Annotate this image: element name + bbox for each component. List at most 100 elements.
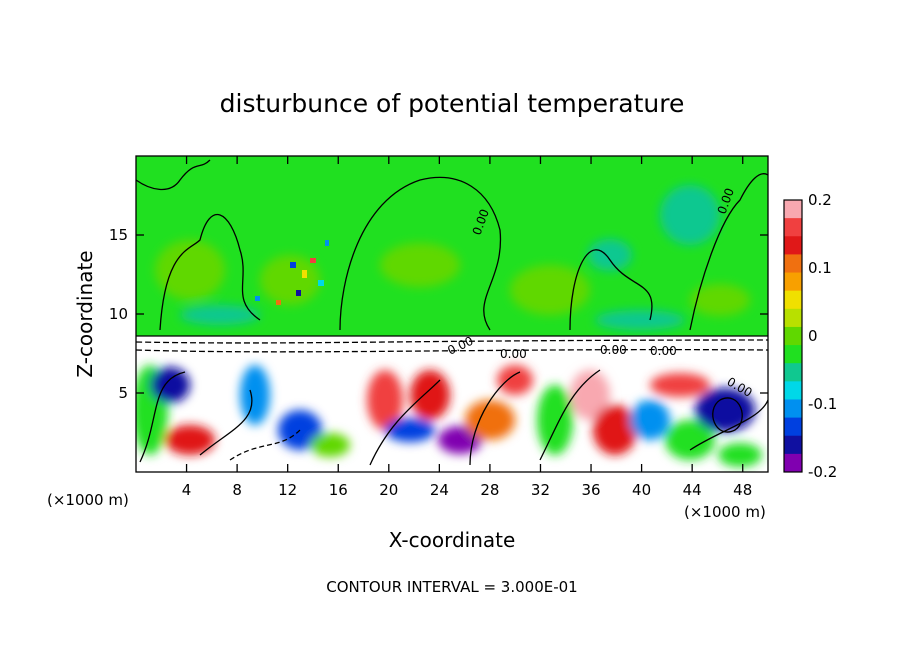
blob bbox=[665, 420, 715, 460]
colorbar-tick-label: -0.1 bbox=[808, 395, 837, 413]
upper-variations bbox=[155, 185, 750, 330]
contour bbox=[339, 176, 502, 331]
contour-label: 0.00 bbox=[650, 344, 677, 358]
x-tick-label: 32 bbox=[531, 481, 550, 499]
contour bbox=[229, 429, 301, 461]
blob bbox=[278, 410, 322, 450]
y-tick-label: 10 bbox=[109, 305, 128, 323]
upper-field bbox=[136, 156, 768, 336]
x-tick-label: 44 bbox=[683, 481, 702, 499]
cool-patch bbox=[595, 310, 685, 330]
warm-patch bbox=[690, 284, 750, 316]
warm-patch bbox=[380, 243, 460, 287]
contour-label: 0.00 bbox=[500, 347, 527, 361]
y-axis: 5 10 15 bbox=[109, 226, 768, 402]
y-tick-label: 15 bbox=[109, 226, 128, 244]
blob bbox=[593, 405, 637, 455]
colorbar-tick-label: -0.2 bbox=[808, 463, 837, 481]
blob bbox=[630, 400, 670, 440]
x-tick-label: 48 bbox=[733, 481, 752, 499]
colorbar-tick-label: 0 bbox=[808, 327, 818, 345]
contour bbox=[199, 389, 253, 456]
contour bbox=[569, 249, 653, 331]
x-tick-label: 24 bbox=[430, 481, 449, 499]
contour bbox=[139, 371, 186, 463]
cool-patch bbox=[180, 305, 260, 325]
blob bbox=[465, 400, 515, 440]
cool-patch bbox=[588, 239, 632, 271]
colorbar-swatch bbox=[784, 290, 802, 310]
x-unit-left: (×1000 m) bbox=[47, 491, 129, 509]
colorbar-tick-label: 0.1 bbox=[808, 259, 832, 277]
colorbar-swatch bbox=[784, 308, 802, 328]
colorbar-swatch bbox=[784, 326, 802, 346]
x-tick-label: 28 bbox=[480, 481, 499, 499]
colorbar-swatch bbox=[784, 272, 802, 292]
blob bbox=[385, 418, 435, 442]
contour bbox=[539, 369, 601, 461]
plot-area bbox=[136, 156, 768, 472]
speckle-region bbox=[255, 240, 329, 305]
blob bbox=[367, 370, 403, 430]
contour bbox=[369, 379, 441, 466]
chart-title: disturbunce of potential temperature bbox=[220, 89, 685, 118]
colorbar-swatch bbox=[784, 345, 802, 364]
x-axis: 4 8 12 16 20 24 28 32 36 40 44 48 bbox=[182, 156, 752, 499]
speckle bbox=[325, 240, 329, 246]
colorbar-frame bbox=[783, 199, 803, 473]
y-tick-label: 5 bbox=[118, 384, 128, 402]
contour bbox=[712, 397, 743, 433]
x-tick-label: 40 bbox=[632, 481, 651, 499]
colorbar-swatch bbox=[784, 218, 802, 237]
speckle bbox=[255, 296, 260, 301]
contour bbox=[159, 213, 261, 331]
blob bbox=[165, 425, 215, 455]
warm-patch bbox=[510, 265, 590, 315]
contour bbox=[136, 348, 768, 353]
blob bbox=[695, 388, 755, 432]
contour-lines bbox=[136, 159, 768, 466]
x-tick-label: 4 bbox=[182, 481, 192, 499]
x-tick-label: 16 bbox=[329, 481, 348, 499]
contour bbox=[469, 371, 521, 466]
colorbar-swatch bbox=[784, 417, 802, 437]
colorbar-swatch bbox=[784, 399, 802, 419]
speckle bbox=[302, 270, 307, 278]
x-tick-label: 20 bbox=[379, 481, 398, 499]
cool-patch bbox=[660, 185, 720, 245]
speckle bbox=[296, 290, 301, 296]
blob bbox=[240, 365, 270, 425]
blob bbox=[718, 443, 762, 467]
blob bbox=[497, 365, 533, 395]
blob bbox=[570, 370, 610, 420]
x-tick-label: 8 bbox=[232, 481, 242, 499]
colorbar-tick-label: 0.2 bbox=[808, 191, 832, 209]
x-axis-label: X-coordinate bbox=[389, 528, 516, 552]
speckle bbox=[276, 300, 281, 305]
y-axis-label: Z-coordinate bbox=[73, 250, 97, 377]
contour-label: 0.00 bbox=[600, 343, 627, 357]
contour-interval: CONTOUR INTERVAL = 3.000E-01 bbox=[326, 578, 577, 596]
colorbar: 0.2 0.1 0 -0.1 -0.2 bbox=[783, 191, 837, 481]
x-tick-label: 12 bbox=[278, 481, 297, 499]
x-tick-label: 36 bbox=[581, 481, 600, 499]
colorbar-swatch bbox=[784, 435, 802, 455]
blob bbox=[410, 370, 450, 420]
x-unit-right: (×1000 m) bbox=[684, 503, 766, 521]
speckle bbox=[290, 262, 296, 268]
contour bbox=[136, 339, 768, 344]
contour bbox=[136, 159, 211, 191]
speckle bbox=[318, 280, 324, 286]
lower-blobs bbox=[136, 365, 762, 467]
blob bbox=[310, 433, 350, 457]
warm-patch bbox=[155, 240, 225, 300]
contour bbox=[689, 173, 768, 331]
speckle bbox=[310, 258, 316, 263]
warm-patch bbox=[260, 255, 320, 305]
colorbar-swatch bbox=[784, 363, 802, 382]
contour bbox=[689, 399, 768, 451]
blob bbox=[537, 385, 573, 455]
colorbar-swatch bbox=[784, 236, 802, 255]
colorbar-swatch bbox=[784, 200, 802, 219]
